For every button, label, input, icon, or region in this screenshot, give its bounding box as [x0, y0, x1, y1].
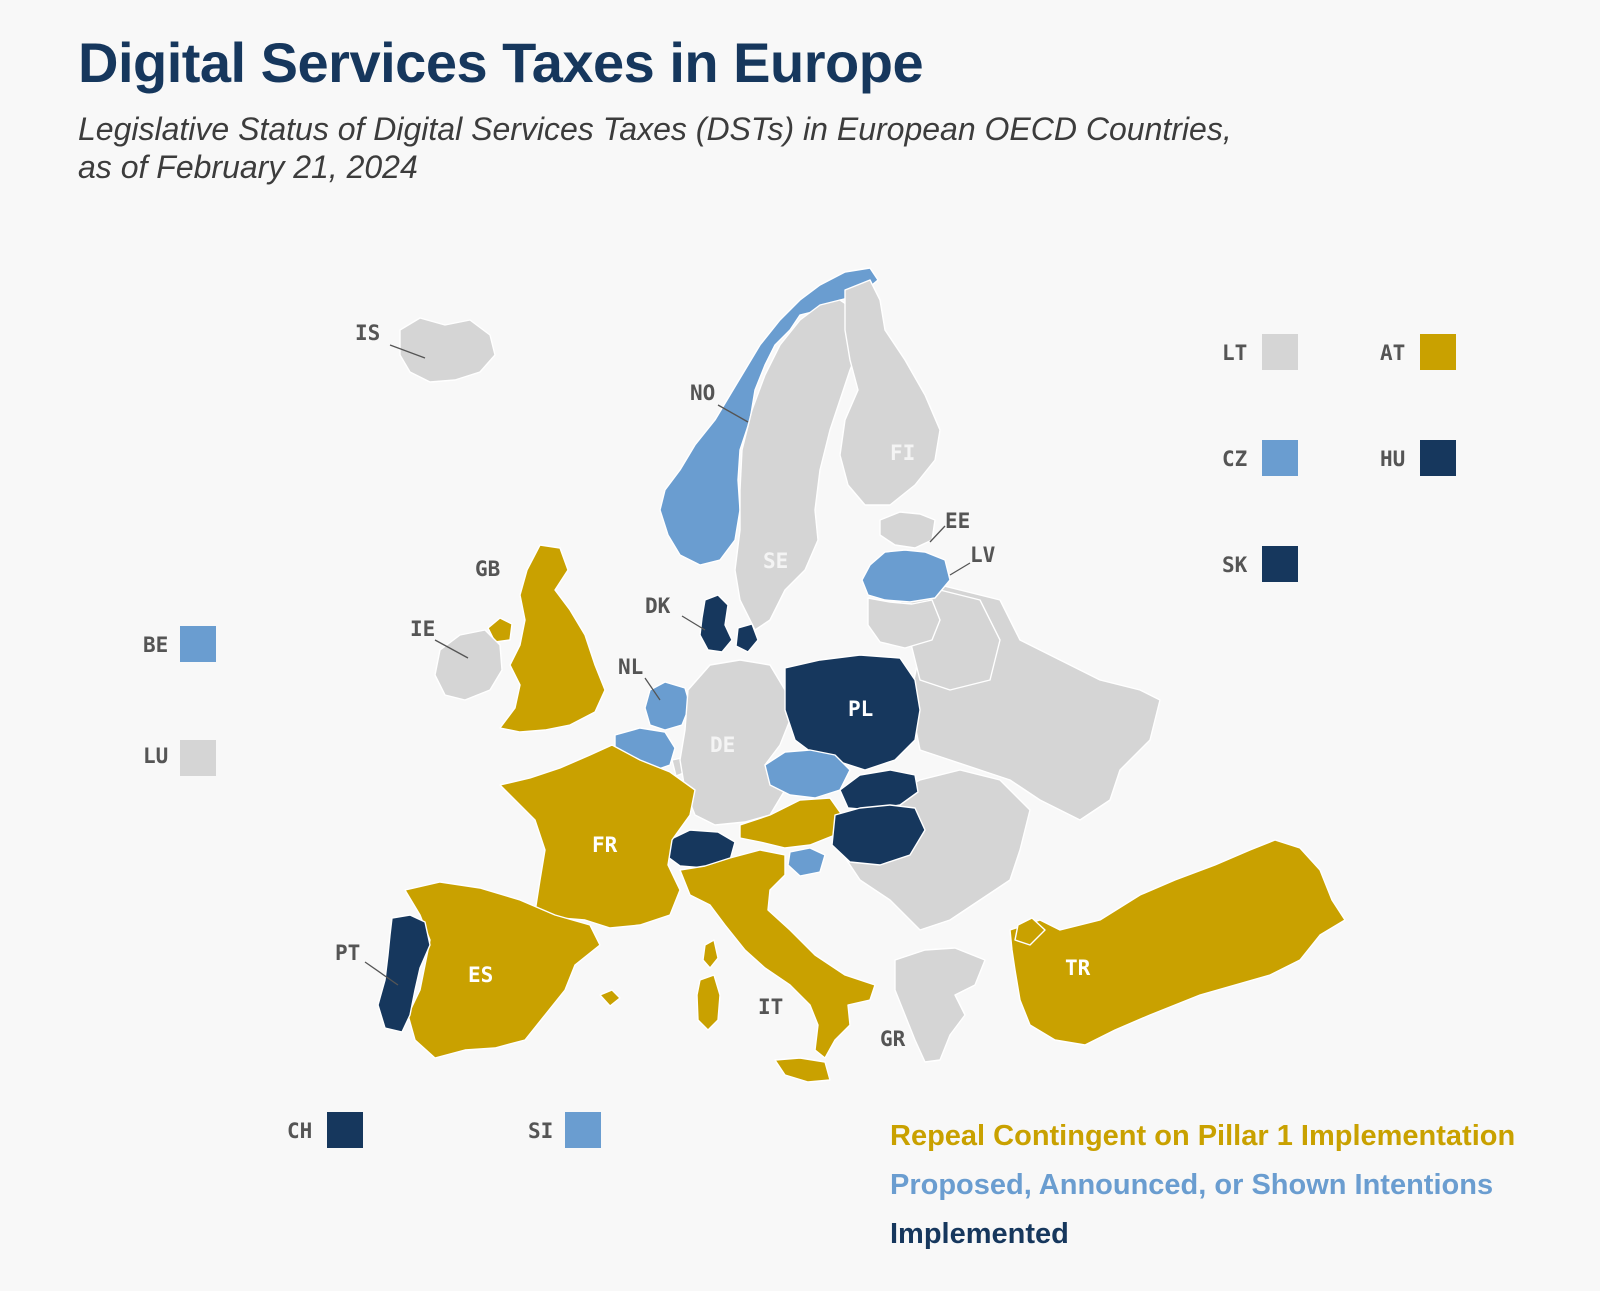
label-IT: IT	[758, 995, 783, 1019]
label-FI: FI	[890, 441, 915, 465]
legend-implemented: Implemented	[890, 1218, 1069, 1250]
country-IE[interactable]	[434, 629, 503, 701]
key-swatch-SK	[1262, 546, 1298, 582]
key-swatch-CZ	[1262, 440, 1298, 476]
small-country-keys: BE LU LT AT CZ HU SK CH	[143, 334, 1456, 1148]
leader-LV	[949, 562, 971, 576]
label-FR: FR	[592, 833, 618, 857]
key-swatch-LU	[180, 740, 216, 776]
leader-NL	[644, 677, 661, 701]
page-subtitle: Legislative Status of Digital Services T…	[78, 110, 1398, 186]
country-IS[interactable]	[399, 317, 496, 383]
country-PT[interactable]	[377, 914, 431, 1033]
country-HU[interactable]	[831, 804, 926, 866]
key-SI: SI	[528, 1112, 601, 1148]
svg-text:CZ: CZ	[1222, 447, 1247, 471]
key-AT: AT	[1380, 334, 1456, 370]
country-PL[interactable]	[784, 654, 921, 771]
label-EE: EE	[945, 509, 970, 533]
svg-text:SI: SI	[528, 1119, 553, 1143]
leader-IE	[434, 639, 469, 659]
key-swatch-CH	[327, 1112, 363, 1148]
country-LT[interactable]	[867, 597, 941, 649]
label-DE: DE	[710, 733, 735, 757]
inside-labels: FI SE PL DE FR ES TR	[468, 441, 1091, 987]
leader-NO	[717, 404, 749, 423]
country-FR-corsica[interactable]	[702, 939, 719, 969]
key-swatch-BE	[180, 626, 216, 662]
key-SK: SK	[1222, 546, 1298, 582]
subtitle-line-2: as of February 21, 2024	[78, 149, 418, 185]
label-PL: PL	[848, 697, 873, 721]
countries	[377, 267, 1346, 1083]
country-LV[interactable]	[861, 549, 951, 603]
country-NL[interactable]	[644, 681, 691, 731]
country-DK[interactable]	[699, 594, 733, 653]
country-IT[interactable]	[679, 849, 876, 1059]
svg-text:BE: BE	[143, 633, 168, 657]
key-swatch-HU	[1420, 440, 1456, 476]
key-swatch-LT	[1262, 334, 1298, 370]
country-NO[interactable]	[659, 267, 879, 566]
leader-DK	[681, 615, 706, 631]
label-DK: DK	[645, 594, 671, 618]
key-CH: CH	[287, 1112, 363, 1148]
legend-proposed: Proposed, Announced, or Shown Intentions	[890, 1169, 1494, 1201]
key-HU: HU	[1380, 440, 1456, 476]
label-LV: LV	[970, 543, 996, 567]
svg-text:CH: CH	[287, 1119, 312, 1143]
svg-text:AT: AT	[1380, 341, 1405, 365]
key-LU: LU	[143, 740, 216, 776]
country-GB[interactable]	[499, 544, 606, 733]
outside-labels: IS NO EE LV GB IE DK NL PT IT GR	[335, 321, 996, 1051]
svg-text:LU: LU	[143, 744, 168, 768]
country-CZ[interactable]	[764, 749, 851, 799]
key-swatch-SI	[565, 1112, 601, 1148]
label-GR: GR	[880, 1027, 906, 1051]
country-FR[interactable]	[499, 744, 696, 929]
country-FI[interactable]	[839, 279, 941, 506]
svg-text:HU: HU	[1380, 447, 1405, 471]
key-LT: LT	[1222, 334, 1298, 370]
label-NO: NO	[690, 381, 715, 405]
page-title: Digital Services Taxes in Europe	[78, 31, 924, 94]
key-CZ: CZ	[1222, 440, 1298, 476]
label-PT: PT	[335, 941, 360, 965]
country-GR[interactable]	[894, 947, 986, 1063]
leader-IS	[389, 344, 426, 359]
key-BE: BE	[143, 626, 216, 662]
label-IS: IS	[355, 321, 380, 345]
country-SI[interactable]	[787, 847, 826, 877]
svg-text:LT: LT	[1222, 341, 1247, 365]
country-EE[interactable]	[879, 511, 936, 549]
country-IT-sardinia[interactable]	[696, 974, 721, 1031]
label-TR: TR	[1065, 956, 1091, 980]
subtitle-line-1: Legislative Status of Digital Services T…	[78, 111, 1232, 147]
country-DK-islands[interactable]	[735, 623, 759, 653]
svg-text:SK: SK	[1222, 553, 1248, 577]
key-swatch-AT	[1420, 334, 1456, 370]
label-ES: ES	[468, 963, 493, 987]
legend-repeal: Repeal Contingent on Pillar 1 Implementa…	[890, 1120, 1516, 1152]
leader-PT	[364, 961, 399, 986]
leader-EE	[929, 525, 946, 543]
label-IE: IE	[410, 617, 435, 641]
label-SE: SE	[763, 549, 788, 573]
country-SE[interactable]	[734, 299, 863, 631]
label-GB: GB	[475, 557, 500, 581]
label-NL: NL	[618, 655, 643, 679]
leader-lines	[364, 344, 971, 986]
country-TR[interactable]	[1009, 839, 1346, 1046]
country-ES[interactable]	[404, 881, 601, 1059]
country-IT-sicily[interactable]	[774, 1057, 831, 1083]
country-TR-thrace[interactable]	[1014, 917, 1046, 946]
country-ES-balearic[interactable]	[599, 989, 621, 1007]
